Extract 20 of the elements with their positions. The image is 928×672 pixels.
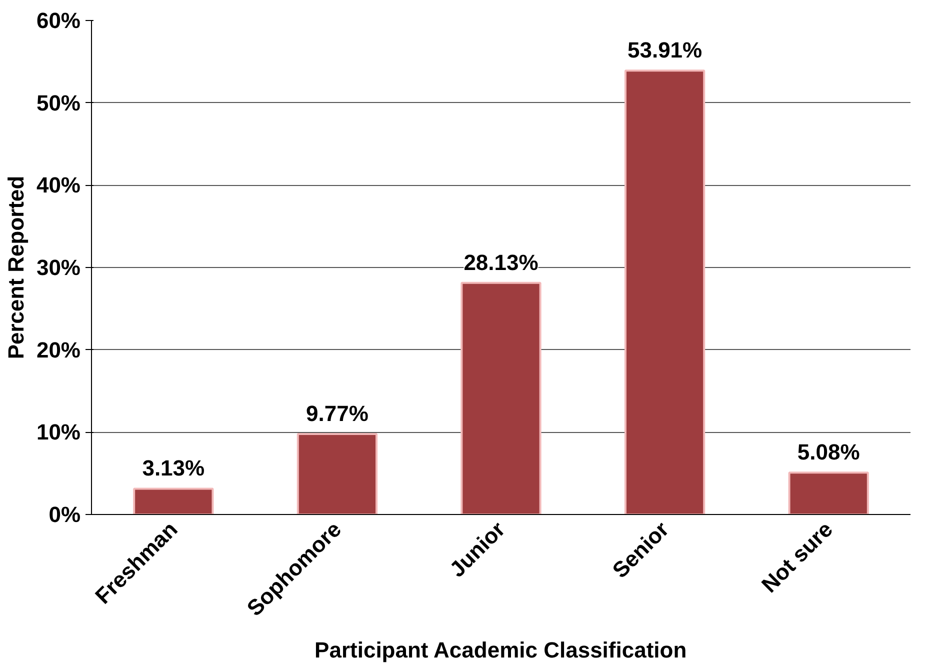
bar [296, 433, 378, 514]
y-axis-title: Percent Reported [3, 176, 28, 360]
y-tick-label: 40% [36, 172, 81, 198]
x-axis-title: Participant Academic Classification [314, 638, 687, 663]
bar [460, 282, 542, 514]
data-label: 9.77% [306, 401, 368, 426]
y-tick-label: 30% [36, 255, 81, 280]
bar [624, 70, 706, 514]
data-label: 5.08% [797, 440, 860, 465]
data-label: 3.13% [142, 456, 205, 481]
y-tick-label: 60% [36, 8, 81, 33]
x-tick-label: Not sure [756, 516, 838, 598]
data-label: 53.91% [627, 38, 702, 63]
bar [133, 488, 214, 514]
bar [788, 472, 869, 514]
data-label: 28.13% [464, 250, 538, 275]
y-tick-label: 50% [36, 90, 81, 116]
y-tick-label: 10% [36, 420, 81, 445]
y-tick-label: 20% [36, 337, 81, 362]
y-tick-label: 0% [48, 502, 80, 527]
